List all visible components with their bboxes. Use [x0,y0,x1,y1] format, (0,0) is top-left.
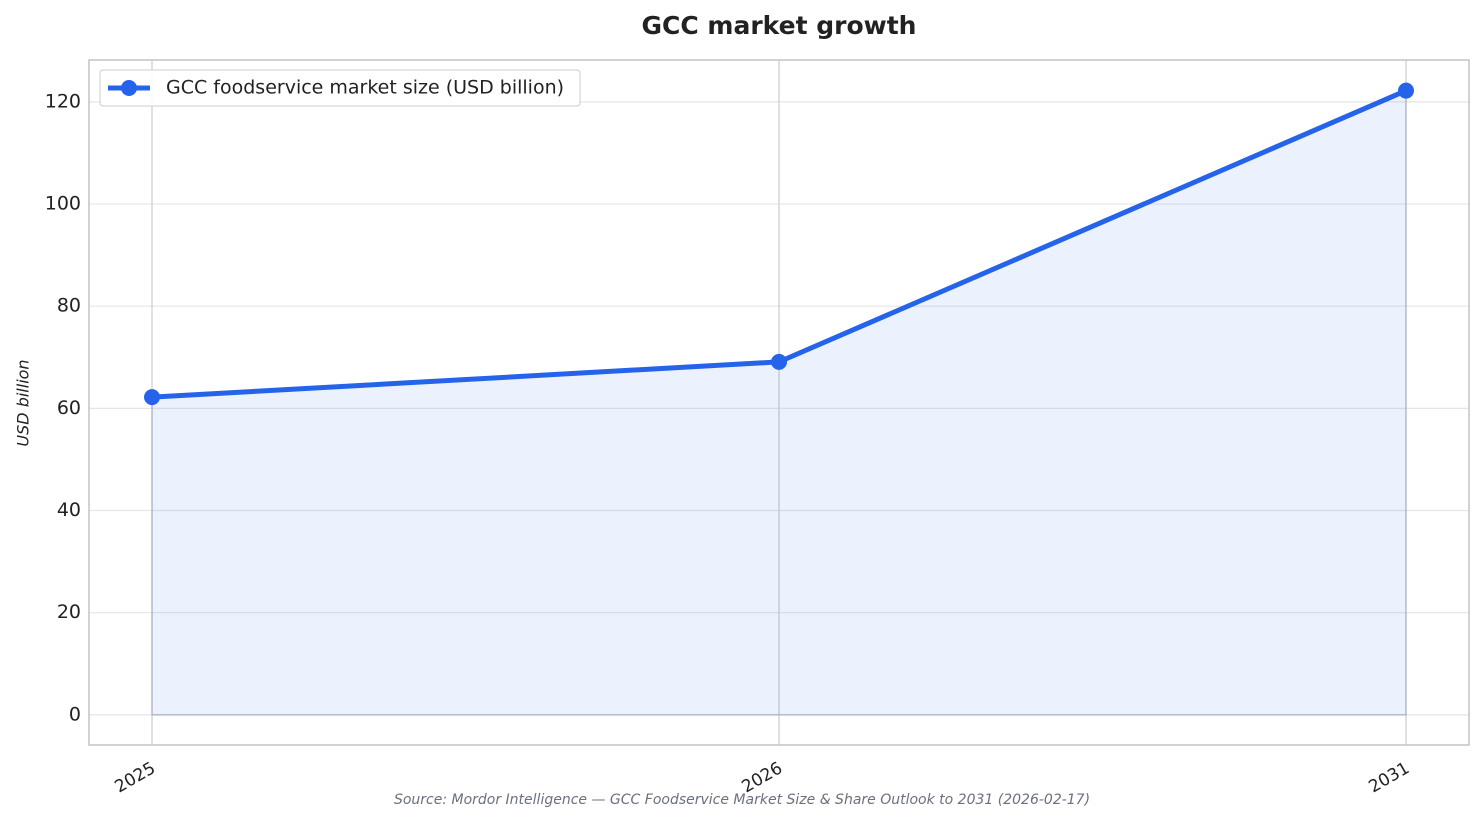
point [1398,82,1414,99]
legend-box [99,69,581,107]
y-tick-label: 60 [57,397,81,419]
x-tick-label: 2031 [1366,758,1413,797]
y-tick-label: 80 [57,295,81,317]
y-tick-label: 100 [45,193,81,215]
y-tick-label: 40 [57,499,81,521]
legend-label: GCC foodservice market size (USD billion… [166,77,564,99]
y-axis-label: USD billion [14,359,33,446]
plot-frame [88,59,1470,746]
y-tick-label: 20 [57,601,81,623]
point [144,389,160,406]
legend-marker [121,80,137,96]
y-tick-label: 0 [69,703,81,725]
point [771,353,787,370]
x-tick-label: 2025 [112,758,159,797]
source-note: Source: Mordor Intelligence — GCC Foodse… [394,792,1090,808]
chart-title: GCC market growth [642,11,917,40]
y-tick-label: 120 [45,90,81,112]
